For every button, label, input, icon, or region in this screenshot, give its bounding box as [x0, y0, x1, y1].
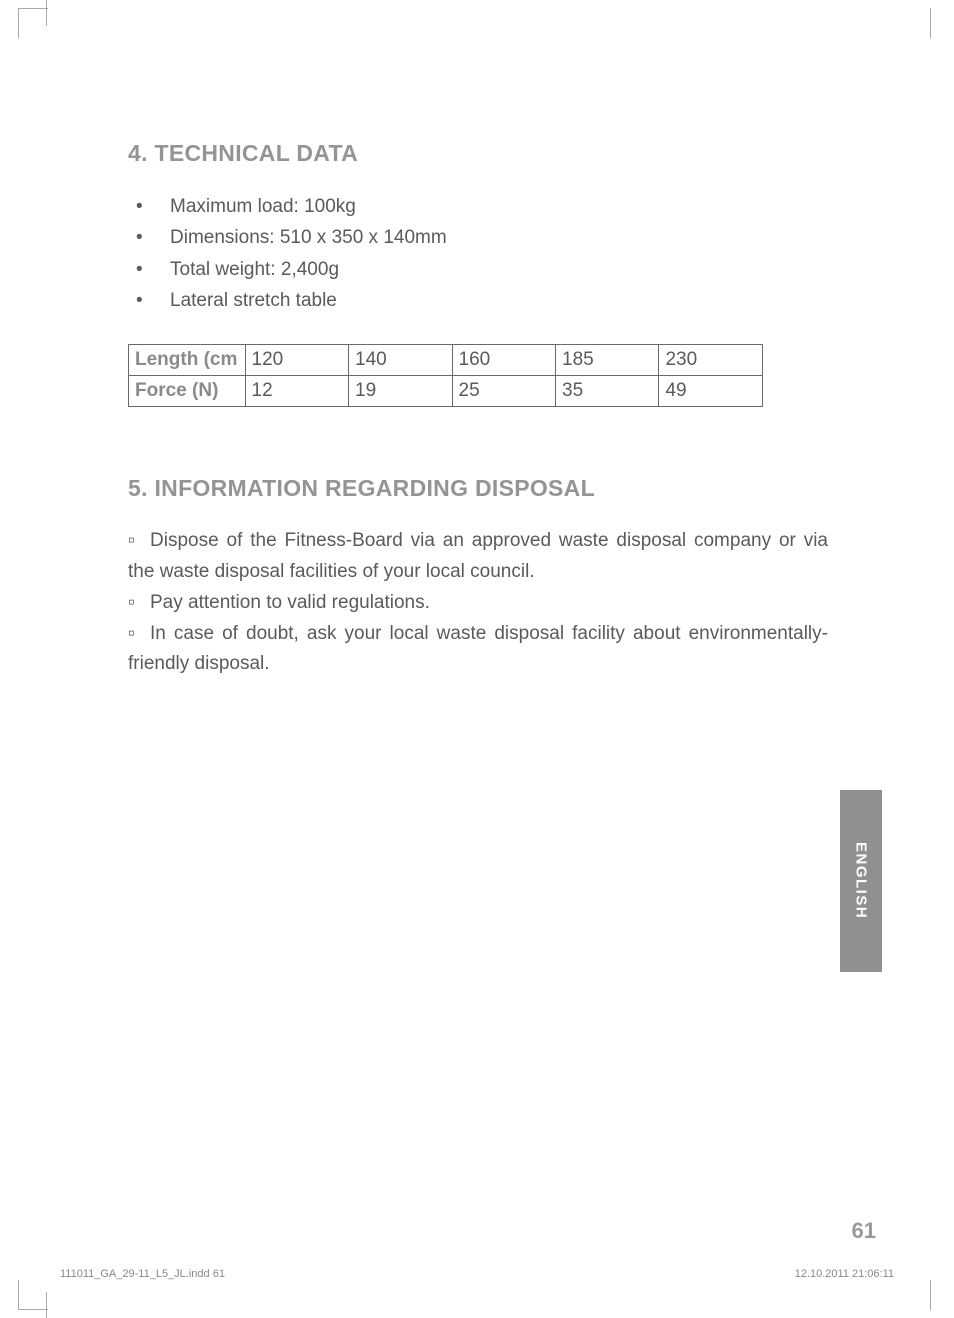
- table-cell: 12: [245, 376, 348, 407]
- table-cell: 120: [245, 345, 348, 376]
- crop-mark-top-right: [930, 8, 936, 38]
- list-item: •Dimensions: 510 x 350 x 140mm: [128, 222, 828, 253]
- table-cell: 35: [556, 376, 659, 407]
- disposal-item: Pay attention to valid regulations.: [150, 592, 430, 613]
- crop-mark-bottom-right: [930, 1280, 936, 1310]
- square-bullet-icon: ▫: [128, 526, 150, 557]
- table-cell: 25: [452, 376, 555, 407]
- page-content: 4. TECHNICAL DATA •Maximum load: 100kg •…: [128, 140, 828, 680]
- row-header-force: Force (N): [129, 376, 246, 407]
- stretch-table: Length (cm 120 140 160 185 230 Force (N)…: [128, 344, 763, 407]
- footer-timestamp: 12.10.2011 21:06:11: [795, 1268, 894, 1280]
- list-item-text: Maximum load: 100kg: [170, 191, 356, 222]
- table-cell: 185: [556, 345, 659, 376]
- bullet-icon: •: [128, 191, 170, 222]
- list-item-text: Total weight: 2,400g: [170, 254, 339, 285]
- language-tab-label: ENGLISH: [853, 842, 870, 919]
- table-cell: 19: [349, 376, 452, 407]
- table-cell: 140: [349, 345, 452, 376]
- crop-tick-top: [46, 0, 47, 26]
- table-cell: 49: [659, 376, 763, 407]
- disposal-item: In case of doubt, ask your local waste d…: [128, 623, 828, 675]
- disposal-text: ▫Dispose of the Fitness-Board via an app…: [128, 526, 828, 680]
- table-cell: 230: [659, 345, 763, 376]
- bullet-icon: •: [128, 254, 170, 285]
- square-bullet-icon: ▫: [128, 588, 150, 619]
- technical-data-list: •Maximum load: 100kg •Dimensions: 510 x …: [128, 191, 828, 316]
- bullet-icon: •: [128, 222, 170, 253]
- list-item-text: Dimensions: 510 x 350 x 140mm: [170, 222, 447, 253]
- bullet-icon: •: [128, 285, 170, 316]
- disposal-item: Dispose of the Fitness-Board via an appr…: [128, 530, 828, 582]
- table-cell: 160: [452, 345, 555, 376]
- table-row: Length (cm 120 140 160 185 230: [129, 345, 763, 376]
- row-header-length: Length (cm: [129, 345, 246, 376]
- section-4-heading: 4. TECHNICAL DATA: [128, 140, 828, 167]
- crop-mark-top-left: [18, 8, 48, 38]
- list-item-text: Lateral stretch table: [170, 285, 337, 316]
- list-item: •Total weight: 2,400g: [128, 254, 828, 285]
- square-bullet-icon: ▫: [128, 619, 150, 650]
- section-5-heading: 5. INFORMATION REGARDING DISPOSAL: [128, 475, 828, 502]
- language-tab: ENGLISH: [840, 790, 882, 972]
- footer-filename: 111011_GA_29-11_L5_JL.indd 61: [60, 1268, 225, 1280]
- list-item: •Lateral stretch table: [128, 285, 828, 316]
- table-row: Force (N) 12 19 25 35 49: [129, 376, 763, 407]
- crop-tick-bottom: [46, 1292, 47, 1318]
- page-number: 61: [852, 1218, 876, 1244]
- list-item: •Maximum load: 100kg: [128, 191, 828, 222]
- crop-mark-bottom-left: [18, 1280, 48, 1310]
